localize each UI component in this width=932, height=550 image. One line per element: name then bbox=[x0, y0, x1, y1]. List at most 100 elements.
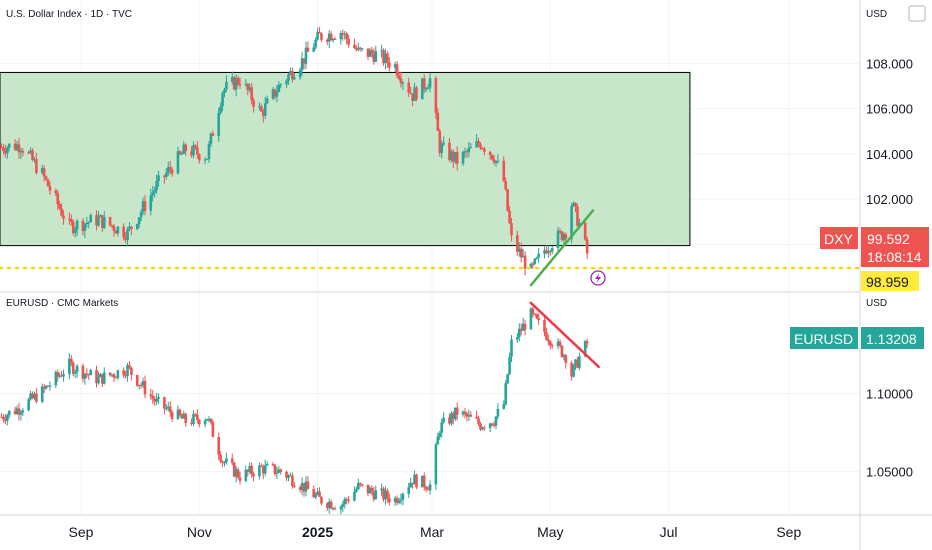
eurusd-candle bbox=[574, 358, 577, 371]
dxy-candle bbox=[461, 150, 465, 167]
eurusd-candle bbox=[496, 403, 500, 420]
dxy-candle bbox=[411, 93, 414, 107]
time-axis[interactable]: Sep Nov 2025 Mar May Jul Sep bbox=[69, 524, 802, 540]
eurusd-tick-label: 1.10000 bbox=[866, 386, 913, 401]
eurusd-candle bbox=[141, 377, 145, 388]
dxy-candle bbox=[426, 84, 430, 90]
dxy-candle bbox=[236, 75, 240, 87]
dxy-candle bbox=[496, 154, 500, 164]
eurusd-candle bbox=[42, 383, 46, 394]
dxy-candle bbox=[29, 147, 32, 155]
eurusd-candle bbox=[97, 371, 100, 385]
eurusd-red-trendline[interactable] bbox=[529, 301, 601, 369]
eurusd-candle bbox=[426, 486, 430, 491]
eurusd-candle bbox=[572, 363, 575, 378]
dxy-candle bbox=[438, 128, 442, 157]
dxy-candle bbox=[517, 242, 521, 257]
eurusd-candle bbox=[434, 442, 438, 490]
eurusd-candle bbox=[0, 413, 3, 418]
dxy-candle bbox=[442, 136, 445, 147]
dxy-candle bbox=[219, 102, 222, 115]
dxy-candle bbox=[436, 107, 440, 132]
dxy-candle bbox=[562, 232, 566, 245]
eurusd-candle bbox=[170, 409, 174, 422]
dxy-candle bbox=[583, 221, 587, 241]
eurusd-candle bbox=[570, 360, 573, 381]
dxy-candle bbox=[424, 87, 428, 93]
settings-toggle[interactable] bbox=[908, 5, 926, 22]
eurusd-candle bbox=[110, 374, 114, 378]
eurusd-candle bbox=[62, 369, 65, 382]
eurusd-price-axis[interactable]: USD 1.10000 1.05000 bbox=[866, 298, 913, 479]
time-label: Nov bbox=[187, 524, 212, 540]
dxy-candle bbox=[101, 215, 104, 232]
dxy-pane[interactable]: U.S. Dollar Index · 1D · TVC bbox=[0, 9, 862, 287]
dxy-candle bbox=[89, 213, 92, 223]
dxy-candle bbox=[151, 185, 155, 202]
dxy-candle bbox=[483, 146, 486, 156]
eurusd-pane[interactable]: EURUSD · CMC Markets bbox=[0, 298, 601, 515]
eurusd-candle bbox=[477, 415, 480, 427]
dxy-candle bbox=[197, 153, 201, 164]
dxy-candle bbox=[112, 224, 116, 237]
eurusd-candle bbox=[483, 425, 486, 431]
dxy-candle bbox=[4, 144, 7, 158]
dxy-symbol-tag[interactable]: DXY bbox=[820, 227, 858, 249]
eurusd-pane-title: EURUSD · CMC Markets bbox=[6, 298, 118, 309]
dxy-candle bbox=[128, 222, 131, 232]
dxy-candle bbox=[306, 41, 310, 52]
eurusd-candle bbox=[537, 313, 540, 325]
dxy-candle bbox=[452, 149, 455, 169]
eurusd-candle bbox=[318, 487, 321, 497]
eurusd-candle bbox=[508, 352, 511, 376]
eurusd-candle bbox=[178, 408, 182, 417]
eurusd-candle bbox=[21, 407, 25, 417]
lightning-icon[interactable] bbox=[590, 270, 606, 286]
dxy-candle bbox=[576, 203, 579, 227]
dxy-candle bbox=[40, 164, 44, 175]
eurusd-last-price: 1.13208 bbox=[866, 331, 917, 347]
dxy-green-trendline[interactable] bbox=[529, 209, 595, 287]
eurusd-candle bbox=[345, 497, 348, 505]
eurusd-candle bbox=[165, 404, 168, 411]
dxy-candle bbox=[380, 44, 383, 58]
dxy-candle bbox=[46, 178, 50, 187]
dxy-candle bbox=[506, 188, 509, 212]
eurusd-candle bbox=[510, 335, 513, 363]
dxy-candle bbox=[490, 154, 494, 161]
level-price-tag[interactable]: 98.959 bbox=[861, 271, 919, 291]
eurusd-candle bbox=[452, 411, 455, 425]
eurusd-candle bbox=[333, 506, 337, 510]
dxy-candle bbox=[205, 158, 209, 160]
eurusd-price-tag[interactable]: 1.13208 bbox=[861, 327, 924, 349]
dxy-candle bbox=[548, 249, 552, 256]
eurusd-candle bbox=[329, 499, 333, 510]
dxy-candle bbox=[415, 86, 418, 102]
eurusd-candle bbox=[463, 408, 467, 419]
dxy-candle bbox=[304, 41, 308, 69]
dxy-price-tag[interactable]: 99.592 18:08:14 bbox=[861, 227, 929, 267]
eurusd-candle bbox=[275, 466, 279, 479]
eurusd-candle bbox=[467, 409, 471, 421]
dxy-candle bbox=[434, 76, 438, 119]
dxy-candle bbox=[316, 27, 319, 41]
eurusd-price-tag-bg bbox=[861, 327, 924, 349]
dxy-candle bbox=[289, 67, 292, 76]
dxy-candle bbox=[137, 217, 141, 229]
eurusd-candle bbox=[475, 410, 478, 420]
dxy-candle bbox=[48, 181, 52, 196]
eurusd-tag-label-bg bbox=[790, 327, 858, 349]
eurusd-candle bbox=[314, 492, 317, 500]
eurusd-candle bbox=[135, 374, 139, 387]
dxy-candle bbox=[35, 152, 38, 175]
dxy-candle bbox=[232, 75, 236, 91]
eurusd-candle bbox=[339, 504, 343, 515]
eurusd-candle bbox=[407, 482, 411, 498]
dxy-candle bbox=[372, 48, 376, 65]
range-rectangle[interactable] bbox=[0, 71, 691, 247]
eurusd-symbol-tag[interactable]: EURUSD bbox=[790, 327, 858, 349]
dxy-candle bbox=[2, 144, 5, 155]
eurusd-candle bbox=[265, 461, 269, 466]
